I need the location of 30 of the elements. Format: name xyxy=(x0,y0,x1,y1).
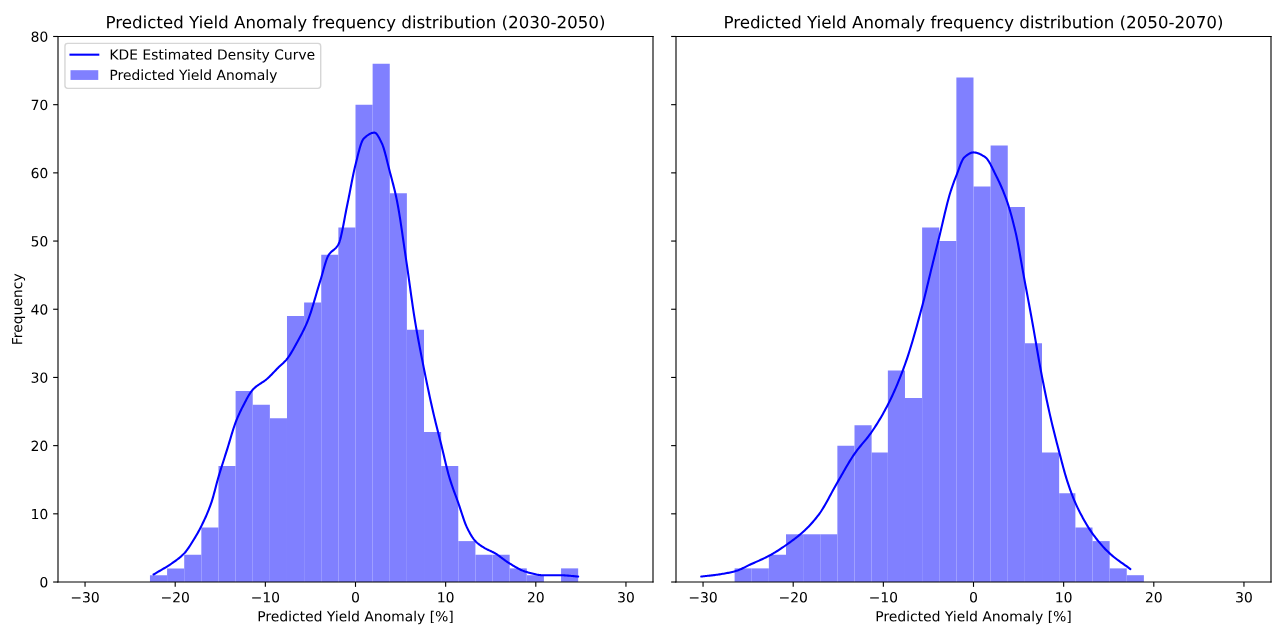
x-axis-title: Predicted Yield Anomaly [%] xyxy=(876,610,1071,625)
x-tick-label: −10 xyxy=(252,591,280,603)
legend-label: KDE Estimated Density Curve xyxy=(110,48,315,63)
x-tick-label: −20 xyxy=(780,591,807,603)
x-tick-label: 20 xyxy=(1145,591,1162,603)
chart-title: Predicted Yield Anomaly frequency distribution (2050-2070) xyxy=(725,15,1223,32)
y-tick-label: 50 xyxy=(31,236,48,247)
x-tick-label: 0 xyxy=(970,591,977,603)
y-axis-title: Frequency xyxy=(12,273,26,344)
x-tick-label: −30 xyxy=(689,591,717,603)
y-tick-label: 70 xyxy=(31,99,48,111)
y-tick-label: 40 xyxy=(31,304,48,315)
x-tick-label: −10 xyxy=(870,591,898,603)
y-tick-label: 0 xyxy=(40,576,48,588)
x-tick-label: 0 xyxy=(352,591,359,603)
x-tick-label: −30 xyxy=(71,591,99,603)
x-tick-label: −20 xyxy=(162,591,189,603)
legend-label: Predicted Yield Anomaly xyxy=(110,69,277,83)
x-tick-label: 30 xyxy=(618,591,634,603)
x-tick-label: 10 xyxy=(438,591,454,603)
y-tick-label: 80 xyxy=(31,31,48,42)
x-tick-label: 10 xyxy=(1056,591,1072,603)
chart-title: Predicted Yield Anomaly frequency distribution (2030-2050) xyxy=(107,15,605,32)
x-tick-label: 30 xyxy=(1236,591,1252,603)
x-tick-label: 20 xyxy=(527,591,544,603)
y-tick-label: 60 xyxy=(31,167,48,179)
y-tick-label: 10 xyxy=(32,508,48,520)
y-tick-label: 20 xyxy=(31,440,48,452)
y-tick-label: 30 xyxy=(31,372,48,383)
x-axis-title: Predicted Yield Anomaly [%] xyxy=(258,610,453,625)
